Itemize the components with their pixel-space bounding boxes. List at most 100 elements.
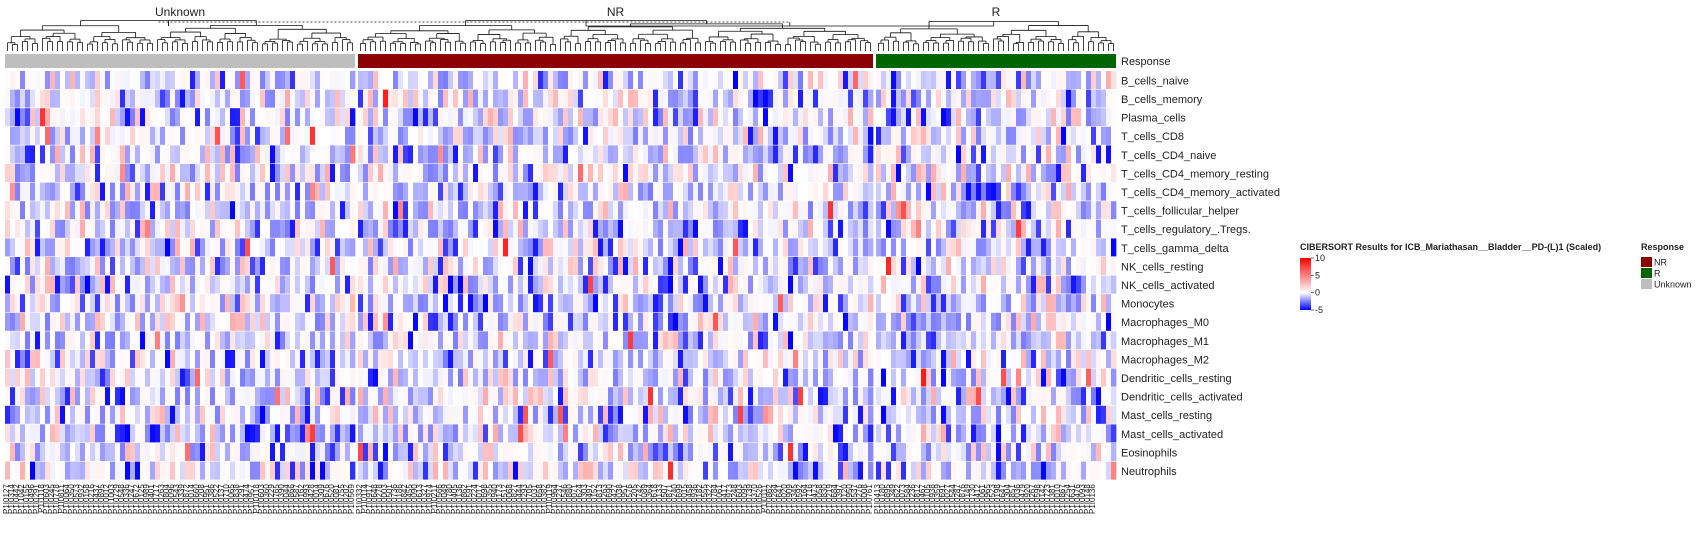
heatmap-cell bbox=[453, 331, 459, 350]
heatmap-cell bbox=[235, 331, 241, 350]
heatmap-cell bbox=[896, 312, 902, 331]
heatmap-cell bbox=[65, 275, 71, 294]
heatmap-cell bbox=[703, 257, 709, 275]
heatmap-cell bbox=[1021, 294, 1027, 313]
heatmap-cell bbox=[453, 368, 459, 387]
heatmap-cell bbox=[250, 108, 256, 127]
heatmap-cell bbox=[798, 368, 804, 387]
heatmap-cell bbox=[368, 368, 374, 387]
heatmap-cell bbox=[478, 312, 484, 331]
heatmap-cell bbox=[573, 164, 579, 182]
heatmap-cell bbox=[768, 71, 774, 89]
heatmap-cell bbox=[598, 405, 604, 424]
heatmap-cell bbox=[926, 71, 932, 89]
heatmap-cell bbox=[130, 71, 136, 89]
heatmap-cell bbox=[881, 182, 887, 201]
heatmap-cell bbox=[678, 238, 684, 257]
heatmap-cell bbox=[70, 368, 76, 387]
heatmap-cell bbox=[320, 126, 326, 145]
heatmap-cell bbox=[428, 350, 434, 368]
heatmap-cell bbox=[1006, 350, 1012, 368]
heatmap-cell bbox=[115, 350, 121, 368]
heatmap-cell bbox=[423, 405, 429, 424]
heatmap-cell bbox=[320, 219, 326, 238]
heatmap-cell bbox=[578, 182, 584, 201]
heatmap-cell bbox=[453, 71, 459, 89]
heatmap-cell bbox=[25, 405, 31, 424]
heatmap-cell bbox=[195, 238, 201, 257]
heatmap-cell bbox=[683, 368, 689, 387]
heatmap-cell bbox=[951, 71, 957, 89]
heatmap-cell bbox=[916, 331, 922, 350]
heatmap-cell bbox=[40, 182, 46, 201]
heatmap-cell bbox=[215, 294, 221, 313]
heatmap-cell bbox=[881, 108, 887, 127]
heatmap-cell bbox=[718, 145, 724, 164]
heatmap-cell bbox=[598, 257, 604, 275]
heatmap-cell bbox=[558, 145, 564, 164]
heatmap-cell bbox=[563, 257, 569, 275]
heatmap-cell bbox=[280, 350, 286, 368]
heatmap-cell bbox=[275, 331, 281, 350]
heatmap-cell bbox=[568, 71, 574, 89]
heatmap-cell bbox=[758, 275, 764, 294]
heatmap-cell bbox=[643, 182, 649, 201]
heatmap-cell bbox=[110, 275, 116, 294]
heatmap-cell bbox=[55, 294, 61, 313]
heatmap-cell bbox=[951, 126, 957, 145]
heatmap-cell bbox=[125, 405, 131, 424]
heatmap-cell bbox=[340, 257, 346, 275]
heatmap-cell bbox=[931, 71, 937, 89]
heatmap-cell bbox=[946, 164, 952, 182]
heatmap-cell bbox=[613, 201, 619, 220]
heatmap-cell bbox=[533, 387, 539, 406]
heatmap-cell bbox=[140, 126, 146, 145]
heatmap-cell bbox=[105, 312, 111, 331]
heatmap-cell bbox=[901, 350, 907, 368]
heatmap-cell bbox=[175, 350, 181, 368]
heatmap-cell bbox=[523, 126, 529, 145]
heatmap-cell bbox=[448, 71, 454, 89]
heatmap-cell bbox=[60, 126, 66, 145]
heatmap-cell bbox=[160, 89, 166, 108]
heatmap-cell bbox=[553, 331, 559, 350]
heatmap-cell bbox=[788, 294, 794, 313]
heatmap-cell bbox=[190, 182, 196, 201]
heatmap-cell bbox=[20, 331, 26, 350]
heatmap-cell bbox=[748, 368, 754, 387]
heatmap-cell bbox=[828, 238, 834, 257]
heatmap-cell bbox=[738, 126, 744, 145]
heatmap-cell bbox=[858, 126, 864, 145]
heatmap-cell bbox=[1001, 164, 1007, 182]
heatmap-cell bbox=[1036, 71, 1042, 89]
heatmap-cell bbox=[250, 219, 256, 238]
heatmap-cell bbox=[1016, 331, 1022, 350]
heatmap-cell bbox=[876, 182, 882, 201]
heatmap-cell bbox=[533, 126, 539, 145]
heatmap-cell bbox=[368, 387, 374, 406]
heatmap-cell bbox=[295, 294, 301, 313]
heatmap-cell bbox=[698, 89, 704, 108]
heatmap-cell bbox=[808, 350, 814, 368]
heatmap-cell bbox=[818, 387, 824, 406]
heatmap-cell bbox=[853, 387, 859, 406]
heatmap-cell bbox=[145, 201, 151, 220]
heatmap-cell bbox=[788, 275, 794, 294]
heatmap-cell bbox=[368, 331, 374, 350]
heatmap-cell bbox=[658, 294, 664, 313]
heatmap-cell bbox=[110, 219, 116, 238]
heatmap-cell bbox=[803, 164, 809, 182]
heatmap-cell bbox=[35, 312, 41, 331]
heatmap-cell bbox=[818, 108, 824, 127]
heatmap-cell bbox=[453, 164, 459, 182]
heatmap-cell bbox=[383, 312, 389, 331]
heatmap-cell bbox=[245, 257, 251, 275]
heatmap-cell bbox=[1091, 201, 1097, 220]
heatmap-cell bbox=[986, 89, 992, 108]
heatmap-cell bbox=[753, 331, 759, 350]
heatmap-cell bbox=[613, 126, 619, 145]
heatmap-cell bbox=[363, 350, 369, 368]
heatmap-cell bbox=[763, 145, 769, 164]
heatmap-cell bbox=[1001, 387, 1007, 406]
heatmap-cell bbox=[35, 275, 41, 294]
